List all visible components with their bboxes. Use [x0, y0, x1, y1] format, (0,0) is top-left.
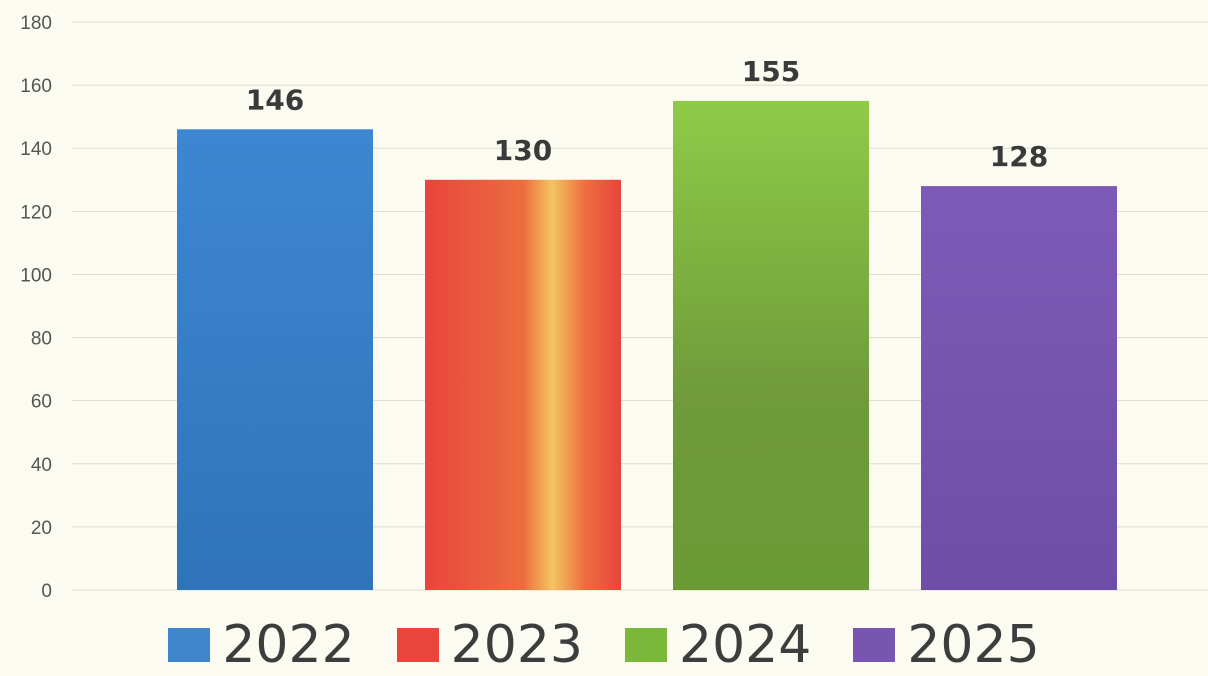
legend-label: 2022	[222, 615, 355, 675]
bar-2022	[177, 129, 373, 591]
legend-label: 2023	[450, 615, 583, 675]
bar-chart: 0 20 40 60 80 100 120 140 160 180 146 130 155 128	[20, 13, 1208, 602]
y-tick-label: 20	[31, 518, 52, 539]
bar-2024	[673, 100, 869, 590]
y-tick-label: 60	[31, 392, 52, 413]
data-label-2025: 128	[990, 140, 1048, 173]
y-tick-label: 180	[20, 13, 52, 34]
y-tick-label: 120	[20, 202, 52, 223]
legend-swatch	[168, 628, 211, 662]
legend-item-2023: 2023	[396, 615, 583, 675]
data-label-2024: 155	[742, 55, 800, 88]
y-tick-label: 100	[20, 265, 52, 286]
y-tick-label: 160	[20, 76, 52, 97]
y-axis: 0 20 40 60 80 100 120 140 160 180	[20, 13, 52, 602]
legend: 2022 2023 2024 2025	[0, 614, 1208, 676]
data-labels: 146 130 155 128	[246, 55, 1048, 173]
y-tick-label: 80	[31, 329, 52, 350]
legend-label: 2024	[679, 615, 812, 675]
legend-swatch	[396, 628, 439, 662]
y-tick-label: 140	[20, 139, 52, 160]
legend-item-2024: 2024	[625, 619, 811, 671]
y-tick-label: 0	[41, 581, 52, 602]
bar-2025	[921, 186, 1117, 591]
bar-2023	[425, 179, 621, 590]
legend-label: 2025	[907, 615, 1040, 675]
legend-swatch	[853, 628, 896, 662]
bars	[177, 100, 1117, 591]
legend-item-2022: 2022	[168, 615, 355, 675]
legend-item-2025: 2025	[853, 615, 1040, 675]
y-tick-label: 40	[31, 455, 52, 476]
legend-swatch	[625, 628, 667, 662]
data-label-2022: 146	[246, 83, 304, 116]
data-label-2023: 130	[494, 134, 552, 167]
